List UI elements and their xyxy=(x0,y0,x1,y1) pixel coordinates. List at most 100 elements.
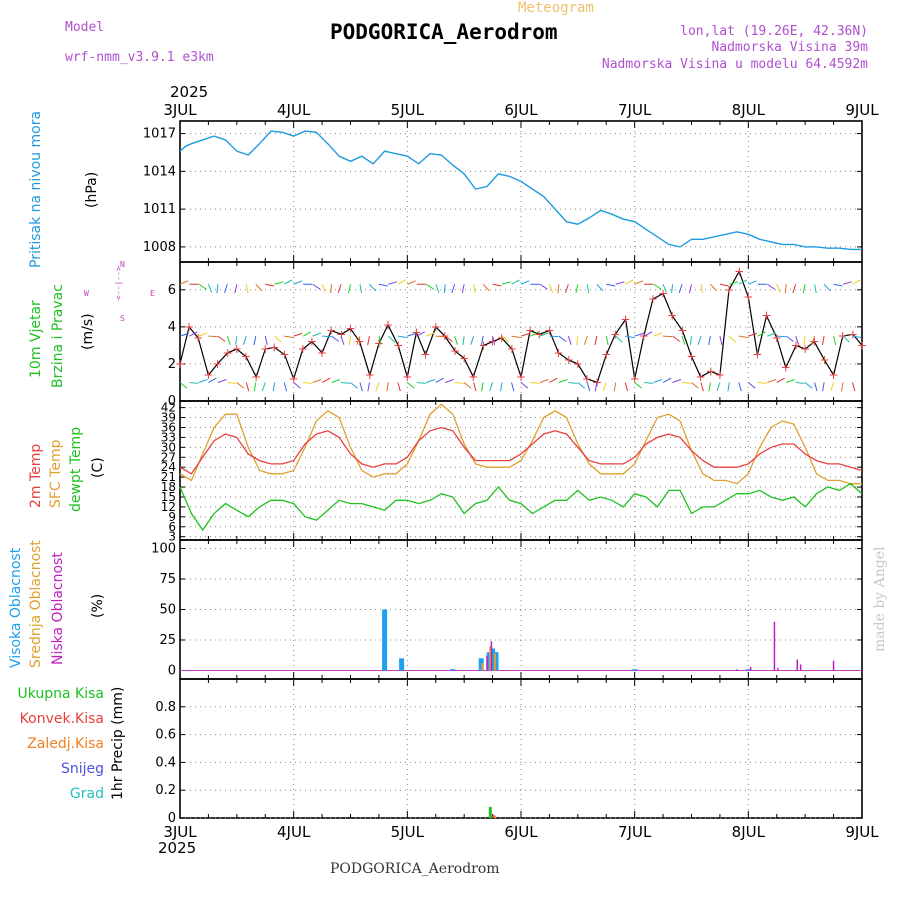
y-tick-label: 33 xyxy=(161,430,176,444)
wind-gust-marker: + xyxy=(298,342,308,356)
cloud-bar-2 xyxy=(773,621,776,671)
pressure-line xyxy=(179,130,862,251)
wind-arrow xyxy=(321,284,326,293)
wind-arrow xyxy=(784,284,787,294)
wind-arrow xyxy=(672,335,681,342)
pressure-title: Pritisak na nivou mora xyxy=(28,110,44,268)
wind-arrow xyxy=(445,379,454,383)
wind-gust-marker: + xyxy=(431,320,441,334)
wind-arrow xyxy=(602,382,607,392)
wind-arrow xyxy=(548,284,554,293)
cloud-bar-2 xyxy=(796,659,798,671)
wind-arrow xyxy=(236,382,245,389)
cloud-bar-2 xyxy=(799,664,802,671)
wind-gust-marker: + xyxy=(648,292,658,306)
wind-arrow xyxy=(416,331,425,337)
x-tick-label-bottom: 7JUL xyxy=(618,823,652,841)
cloud-bar-2 xyxy=(777,668,779,671)
wind-gust-marker: + xyxy=(478,338,488,352)
y-tick-label: 3 xyxy=(168,530,176,544)
wind-gust-marker: + xyxy=(582,372,592,386)
wind-arrow xyxy=(520,280,530,285)
y-tick-label: 6 xyxy=(168,283,176,298)
y-tick-label: 50 xyxy=(159,603,176,618)
wind-arrow xyxy=(549,377,558,383)
x-tick-label-top: 3JUL xyxy=(163,101,197,119)
wind-gust-marker: + xyxy=(223,346,233,360)
y-tick-label: 36 xyxy=(161,420,176,434)
wind-arrow xyxy=(738,335,748,338)
wind-arrow xyxy=(340,335,345,345)
wind-arrow xyxy=(530,331,539,337)
cloud-bar-0 xyxy=(382,609,388,671)
wind-arrow xyxy=(331,379,341,383)
wind-arrow xyxy=(179,280,189,285)
wind-arrow xyxy=(634,280,644,285)
wind-arrow xyxy=(217,335,226,342)
wind-arrow xyxy=(557,284,560,294)
wind-gust-marker: + xyxy=(307,335,317,349)
wind-arrow xyxy=(207,284,213,293)
lonlat: lon,lat (19.26E, 42.36N) xyxy=(680,24,868,39)
wind-arrow xyxy=(577,382,586,389)
temp-title2: SFC Temp xyxy=(48,439,64,508)
wind-arrow xyxy=(634,332,644,337)
wind-arrow xyxy=(312,379,322,383)
wind-arrow xyxy=(738,382,742,392)
wind-arrow xyxy=(530,381,540,384)
precip-ylabel: 1hr Precip (mm) xyxy=(110,686,126,800)
precip-legend-conv: Konvek.Kisa xyxy=(19,711,104,727)
wind-arrow xyxy=(261,382,266,392)
wind-arrow xyxy=(586,382,591,392)
wind-arrow xyxy=(312,332,322,337)
wind-gust-marker: + xyxy=(374,337,384,351)
wind-arrow xyxy=(331,335,340,342)
wind-gust-marker: + xyxy=(772,331,782,345)
wind-arrow xyxy=(776,284,781,293)
precip-bar-0 xyxy=(488,806,492,818)
wind-arrow xyxy=(776,377,785,383)
x-tick-label-top: 9JUL xyxy=(845,101,879,119)
cloud-bar-1 xyxy=(493,653,496,671)
wind-arrow xyxy=(435,377,444,383)
temp-title3: dewpt Temp xyxy=(68,426,84,512)
wind-arrow xyxy=(235,336,238,346)
wind-arrow xyxy=(340,381,351,384)
cloud-bar-2 xyxy=(486,655,488,671)
wind-arrow xyxy=(594,382,598,392)
wind-arrow xyxy=(785,335,794,342)
wind-arrow xyxy=(681,381,692,384)
wind-arrow xyxy=(767,379,776,383)
wind-arrow xyxy=(689,336,692,346)
wind-arrow xyxy=(689,284,692,294)
wind-arrow xyxy=(615,335,623,343)
wind-arrow xyxy=(653,332,663,337)
wind-arrow xyxy=(198,332,208,337)
wind-arrow xyxy=(245,284,249,294)
wind-arrow xyxy=(643,331,653,337)
wind-arrow xyxy=(576,336,579,346)
y-tick-label: 0.6 xyxy=(155,728,176,743)
wind-gust-marker: + xyxy=(203,368,213,382)
wind-arrow xyxy=(462,336,465,346)
wind-arrow xyxy=(397,382,401,392)
wind-arrow xyxy=(265,283,275,287)
x-tick-label-bottom: 5JUL xyxy=(391,823,425,841)
y-tick-label: 1008 xyxy=(143,240,176,255)
wind-gust-marker: + xyxy=(450,344,460,358)
wind-arrow xyxy=(443,284,446,294)
y-tick-label: 0 xyxy=(168,394,176,409)
wind-arrow xyxy=(463,382,472,389)
wind-arrow xyxy=(757,381,767,384)
wind-gust-marker: + xyxy=(241,350,251,364)
wind-arrow xyxy=(624,279,634,285)
wind-arrow xyxy=(822,382,825,392)
wind-gust-marker: + xyxy=(468,370,478,384)
wind-arrow xyxy=(348,336,351,346)
wind-arrow xyxy=(274,281,284,285)
wind-arrow xyxy=(337,284,342,293)
precip-legend-frozen: Zaledj.Kisa xyxy=(27,736,104,752)
wind-arrow xyxy=(426,379,435,383)
wind-arrow xyxy=(511,335,521,338)
wind-arrow xyxy=(697,335,702,345)
